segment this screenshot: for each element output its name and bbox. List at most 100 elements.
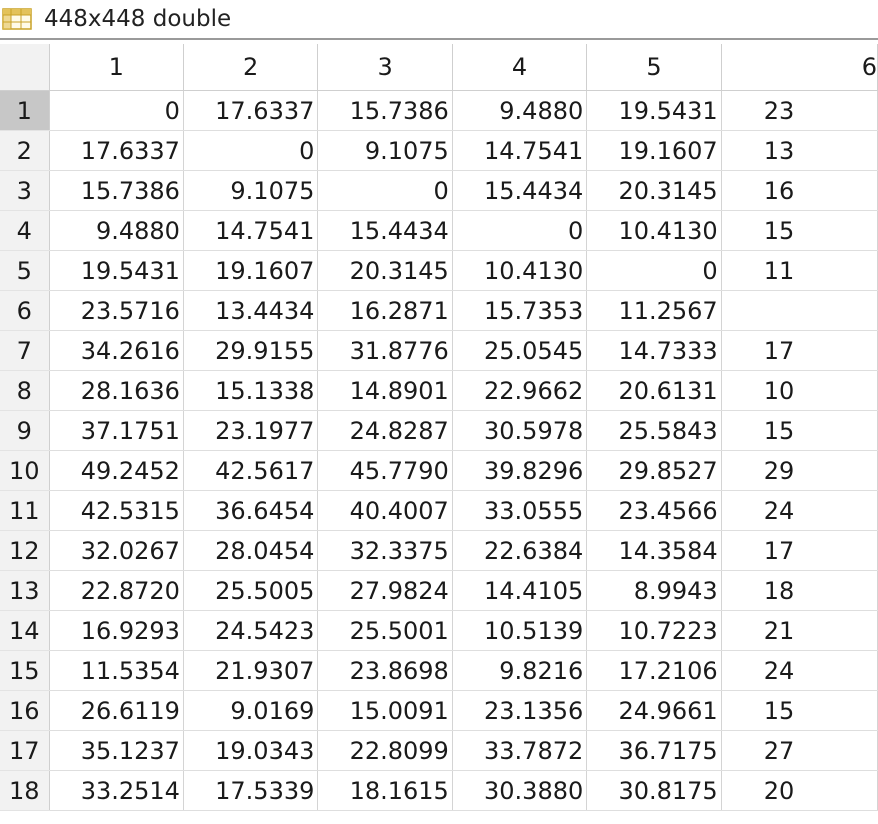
table-cell[interactable]: 10.4130: [586, 210, 722, 251]
table-cell[interactable]: 19.5431: [49, 250, 184, 291]
table-cell[interactable]: 15.7386: [49, 170, 184, 211]
table-cell[interactable]: 28.1636: [49, 370, 184, 411]
column-header-6[interactable]: 6: [721, 44, 878, 91]
table-cell[interactable]: 24: [721, 490, 878, 531]
column-header-4[interactable]: 4: [452, 44, 588, 91]
table-cell[interactable]: 35.1237: [49, 730, 184, 771]
table-cell[interactable]: 28.0454: [183, 530, 319, 571]
table-cell[interactable]: 0: [452, 210, 588, 251]
table-cell[interactable]: 11.5354: [49, 650, 184, 691]
table-cell[interactable]: 15.4434: [317, 210, 453, 251]
table-cell[interactable]: 23.4566: [586, 490, 722, 531]
table-cell[interactable]: 17.6337: [183, 90, 319, 131]
table-cell[interactable]: 36.6454: [183, 490, 319, 531]
table-cell[interactable]: 19.1607: [183, 250, 319, 291]
table-cell[interactable]: 25.5005: [183, 570, 319, 611]
table-cell[interactable]: 17.2106: [586, 650, 722, 691]
table-cell[interactable]: 17: [721, 530, 878, 571]
row-header-7[interactable]: 7: [0, 330, 50, 371]
table-cell[interactable]: 22.8720: [49, 570, 184, 611]
table-cell[interactable]: 16.9293: [49, 610, 184, 651]
table-cell[interactable]: 27.9824: [317, 570, 453, 611]
table-cell[interactable]: 15: [721, 690, 878, 731]
table-cell[interactable]: 16.2871: [317, 290, 453, 331]
table-cell[interactable]: 42.5315: [49, 490, 184, 531]
table-cell[interactable]: 33.7872: [452, 730, 588, 771]
row-header-10[interactable]: 10: [0, 450, 50, 491]
table-cell[interactable]: 9.8216: [452, 650, 588, 691]
row-header-9[interactable]: 9: [0, 410, 50, 451]
table-cell[interactable]: 22.8099: [317, 730, 453, 771]
column-header-3[interactable]: 3: [317, 44, 453, 91]
table-cell[interactable]: 10.4130: [452, 250, 588, 291]
table-cell[interactable]: 23: [721, 90, 878, 131]
table-cell[interactable]: 10.7223: [586, 610, 722, 651]
table-cell[interactable]: 21.9307: [183, 650, 319, 691]
table-cell[interactable]: 22.6384: [452, 530, 588, 571]
table-cell[interactable]: 15.7386: [317, 90, 453, 131]
table-cell[interactable]: 22.9662: [452, 370, 588, 411]
table-cell[interactable]: 36.7175: [586, 730, 722, 771]
table-cell[interactable]: 0: [183, 130, 319, 171]
table-cell[interactable]: 17: [721, 330, 878, 371]
table-cell[interactable]: 9.1075: [183, 170, 319, 211]
row-header-8[interactable]: 8: [0, 370, 50, 411]
table-cell[interactable]: 49.2452: [49, 450, 184, 491]
table-cell[interactable]: 14.7541: [183, 210, 319, 251]
table-cell[interactable]: 9.4880: [49, 210, 184, 251]
table-cell[interactable]: 33.2514: [49, 770, 184, 811]
table-cell[interactable]: 21: [721, 610, 878, 651]
table-cell[interactable]: 20: [721, 770, 878, 811]
table-cell[interactable]: 45.7790: [317, 450, 453, 491]
table-cell[interactable]: 23.1356: [452, 690, 588, 731]
row-header-13[interactable]: 13: [0, 570, 50, 611]
table-cell[interactable]: 11: [721, 250, 878, 291]
table-cell[interactable]: 24.8287: [317, 410, 453, 451]
table-cell[interactable]: 24.9661: [586, 690, 722, 731]
table-cell[interactable]: 24: [721, 650, 878, 691]
table-cell[interactable]: 29.9155: [183, 330, 319, 371]
table-cell[interactable]: 25.5843: [586, 410, 722, 451]
row-header-15[interactable]: 15: [0, 650, 50, 691]
row-header-1[interactable]: 1: [0, 90, 50, 131]
table-cell[interactable]: 31.8776: [317, 330, 453, 371]
table-cell[interactable]: 15: [721, 410, 878, 451]
table-cell[interactable]: 16: [721, 170, 878, 211]
table-cell[interactable]: 19.5431: [586, 90, 722, 131]
table-cell[interactable]: 33.0555: [452, 490, 588, 531]
table-cell[interactable]: 10.5139: [452, 610, 588, 651]
row-header-17[interactable]: 17: [0, 730, 50, 771]
table-cell[interactable]: 23.5716: [49, 290, 184, 331]
table-cell[interactable]: 9.0169: [183, 690, 319, 731]
table-cell[interactable]: 30.3880: [452, 770, 588, 811]
table-cell[interactable]: 19.1607: [586, 130, 722, 171]
row-header-18[interactable]: 18: [0, 770, 50, 811]
table-cell[interactable]: 32.3375: [317, 530, 453, 571]
column-header-1[interactable]: 1: [49, 44, 184, 91]
table-cell[interactable]: 34.2616: [49, 330, 184, 371]
table-cell[interactable]: 15.7353: [452, 290, 588, 331]
table-cell[interactable]: 30.8175: [586, 770, 722, 811]
table-cell[interactable]: 15.1338: [183, 370, 319, 411]
row-header-3[interactable]: 3: [0, 170, 50, 211]
table-cell[interactable]: 32.0267: [49, 530, 184, 571]
row-header-2[interactable]: 2: [0, 130, 50, 171]
table-cell[interactable]: 0: [586, 250, 722, 291]
row-header-5[interactable]: 5: [0, 250, 50, 291]
table-cell[interactable]: 25.5001: [317, 610, 453, 651]
table-cell[interactable]: 8.9943: [586, 570, 722, 611]
table-cell[interactable]: 18: [721, 570, 878, 611]
table-cell[interactable]: 29: [721, 450, 878, 491]
table-cell[interactable]: 0: [49, 90, 184, 131]
table-cell[interactable]: 18.1615: [317, 770, 453, 811]
row-header-14[interactable]: 14: [0, 610, 50, 651]
row-header-6[interactable]: 6: [0, 290, 50, 331]
table-cell[interactable]: 15: [721, 210, 878, 251]
table-cell[interactable]: 14.8901: [317, 370, 453, 411]
table-cell[interactable]: 29.8527: [586, 450, 722, 491]
table-cell[interactable]: 20.6131: [586, 370, 722, 411]
table-cell[interactable]: 23.1977: [183, 410, 319, 451]
table-cell[interactable]: 25.0545: [452, 330, 588, 371]
column-header-5[interactable]: 5: [586, 44, 722, 91]
